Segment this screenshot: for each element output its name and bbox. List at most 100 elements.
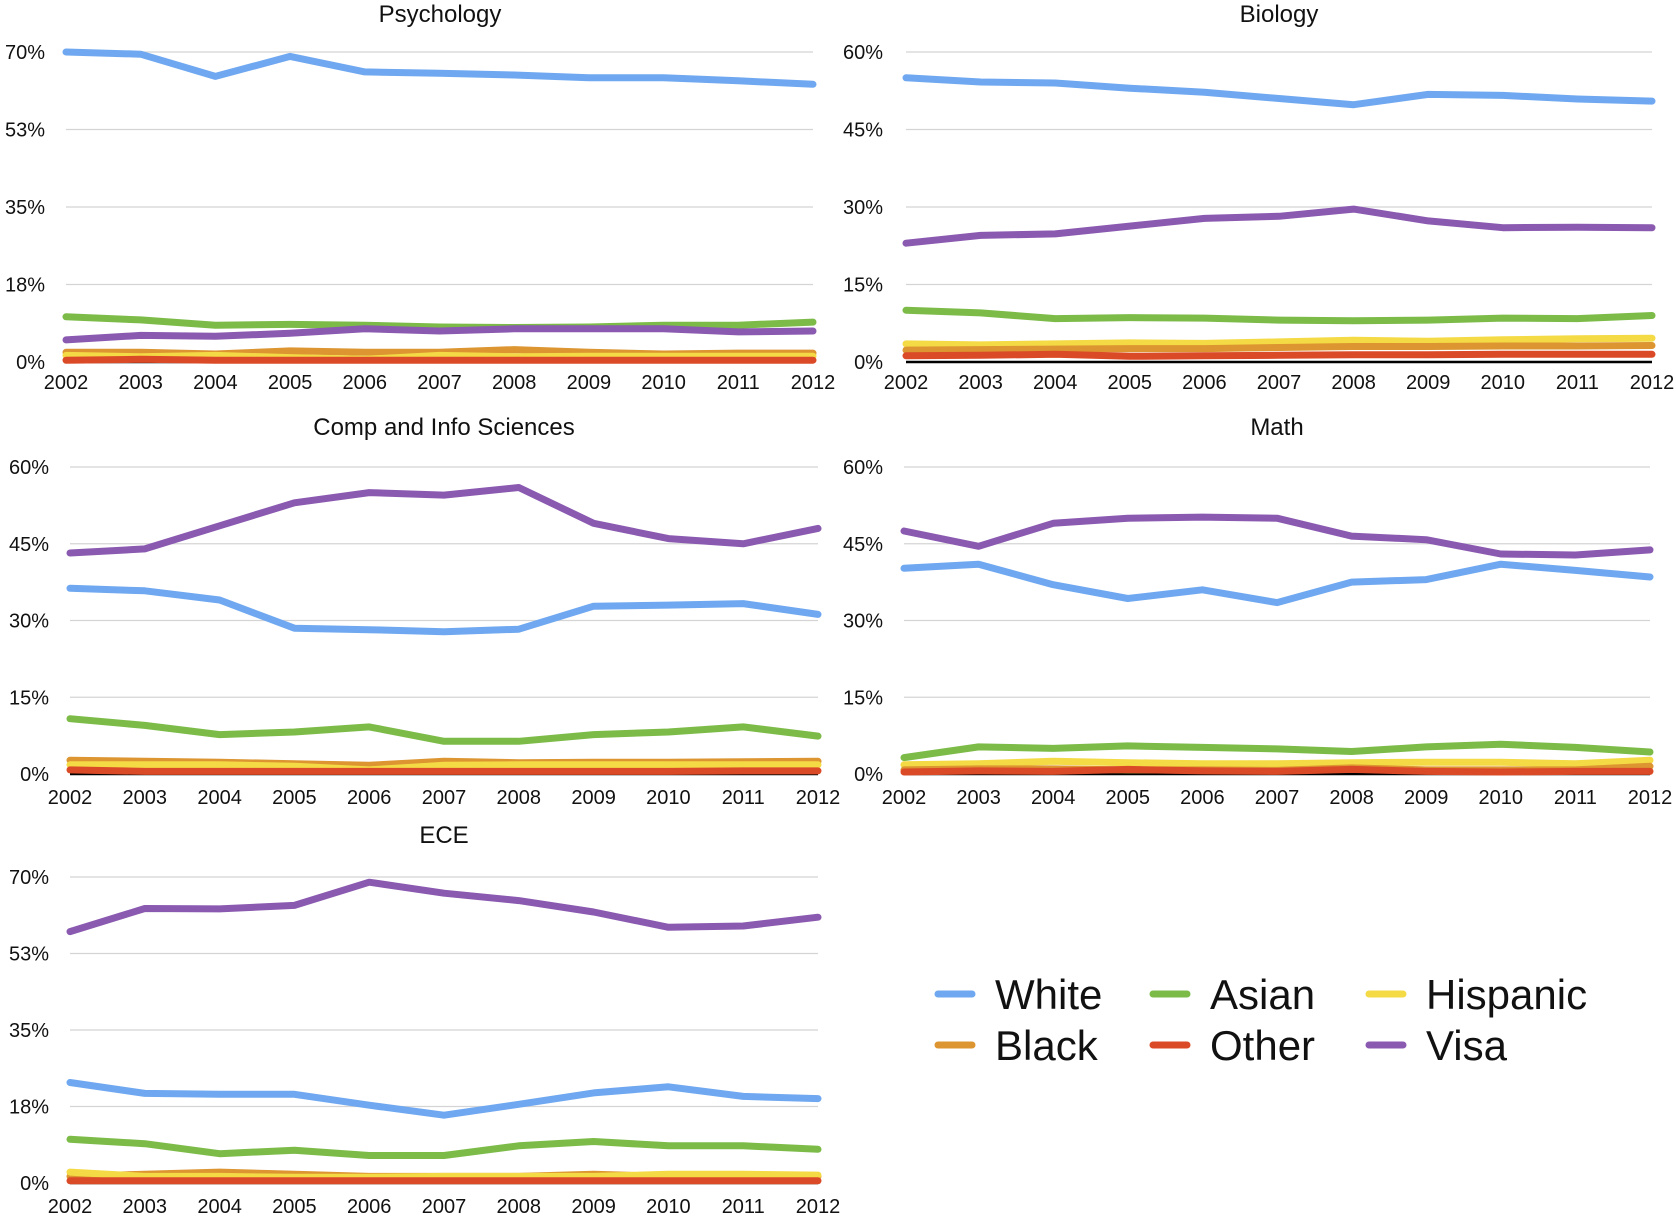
- y-tick-label: 0%: [854, 764, 883, 786]
- series-line-asian: [62, 313, 817, 331]
- series-line-visa: [66, 878, 822, 936]
- series-line-hispanic: [66, 761, 822, 774]
- series-line-hispanic: [62, 351, 817, 363]
- series-line-visa: [62, 325, 817, 344]
- x-tick-label: 2006: [1182, 372, 1227, 394]
- y-tick-label: 18%: [9, 1097, 49, 1119]
- series-line-other: [900, 765, 1654, 776]
- y-tick-label: 18%: [5, 275, 45, 297]
- x-tick-label: 2002: [44, 372, 89, 394]
- x-tick-label: 2007: [1257, 372, 1302, 394]
- legend-label-black: Black: [995, 1022, 1099, 1069]
- y-tick-label: 70%: [9, 867, 49, 889]
- x-tick-label: 2012: [1628, 787, 1673, 809]
- chart-title: ECE: [419, 822, 468, 849]
- x-tick-label: 2002: [884, 372, 929, 394]
- x-tick-label: 2010: [1481, 372, 1526, 394]
- x-tick-label: 2009: [571, 787, 616, 809]
- y-tick-label: 45%: [843, 534, 883, 556]
- x-tick-label: 2004: [1033, 372, 1078, 394]
- chart-panel-3: Math 0% 15% 30% 45% 60% 2002 2003 2004 2005 2006 20…: [843, 414, 1672, 809]
- legend-label-asian: Asian: [1210, 971, 1315, 1018]
- series-line-asian: [66, 715, 822, 745]
- x-tick-label: 2007: [422, 787, 467, 809]
- series-line-hispanic: [66, 1168, 822, 1181]
- y-tick-label: 15%: [843, 275, 883, 297]
- y-tick-label: 53%: [5, 120, 45, 142]
- y-tick-label: 0%: [20, 764, 49, 786]
- chart-panel-1: Biology 0% 15% 30% 45% 60% 2002 2003 2004 2005 200…: [843, 1, 1674, 394]
- x-tick-label: 2009: [1404, 787, 1449, 809]
- legend-label-visa: Visa: [1426, 1022, 1508, 1069]
- x-tick-label: 2008: [1329, 787, 1374, 809]
- x-tick-label: 2003: [123, 787, 168, 809]
- x-tick-label: 2011: [1556, 372, 1599, 394]
- x-tick-label: 2005: [272, 787, 317, 809]
- x-tick-label: 2008: [497, 787, 542, 809]
- series-line-white: [66, 1079, 822, 1119]
- series-line-visa: [902, 205, 1656, 247]
- x-tick-label: 2010: [1479, 787, 1524, 809]
- y-tick-label: 0%: [16, 352, 45, 374]
- y-tick-label: 30%: [843, 197, 883, 219]
- x-tick-label: 2003: [956, 787, 1001, 809]
- x-tick-label: 2005: [1108, 372, 1153, 394]
- series-line-asian: [900, 740, 1654, 762]
- y-tick-label: 60%: [843, 42, 883, 64]
- y-tick-label: 30%: [843, 611, 883, 633]
- x-tick-label: 2003: [123, 1196, 168, 1214]
- y-tick-label: 70%: [5, 42, 45, 64]
- x-tick-label: 2002: [48, 1196, 93, 1214]
- chart-title: Comp and Info Sciences: [313, 414, 574, 441]
- x-tick-label: 2012: [796, 1196, 841, 1214]
- x-tick-label: 2003: [958, 372, 1003, 394]
- x-tick-label: 2002: [882, 787, 927, 809]
- y-tick-label: 0%: [854, 352, 883, 374]
- chart-title: Math: [1250, 414, 1303, 441]
- x-tick-label: 2010: [646, 1196, 691, 1214]
- x-tick-label: 2005: [272, 1196, 317, 1214]
- x-tick-label: 2003: [118, 372, 163, 394]
- x-tick-label: 2002: [48, 787, 93, 809]
- x-tick-label: 2006: [343, 372, 388, 394]
- x-tick-label: 2007: [1255, 787, 1300, 809]
- series-line-white: [62, 48, 817, 88]
- x-tick-label: 2009: [1406, 372, 1451, 394]
- series-line-visa: [900, 513, 1654, 559]
- legend-label-hispanic: Hispanic: [1426, 971, 1587, 1018]
- chart-panel-2: Comp and Info Sciences 0% 15% 30% 45% 60% 2002…: [9, 414, 840, 809]
- chart-title: Psychology: [379, 1, 502, 28]
- y-tick-label: 15%: [9, 687, 49, 709]
- y-tick-label: 30%: [9, 611, 49, 633]
- x-tick-label: 2009: [571, 1196, 616, 1214]
- series-line-white: [66, 584, 822, 636]
- x-tick-label: 2004: [1031, 787, 1076, 809]
- y-tick-label: 0%: [20, 1173, 49, 1195]
- chart-panel-0: Psychology 0% 18% 35% 53% 70% 2002 2003 2004 2005…: [5, 1, 835, 394]
- x-tick-label: 2005: [268, 372, 313, 394]
- y-tick-label: 15%: [843, 687, 883, 709]
- x-tick-label: 2004: [197, 787, 242, 809]
- chart-title: Biology: [1240, 1, 1319, 28]
- x-tick-label: 2006: [1180, 787, 1225, 809]
- y-tick-label: 35%: [5, 197, 45, 219]
- series-line-black: [902, 342, 1656, 354]
- legend: White Asian Hispanic Black Other Visa: [934, 971, 1587, 1069]
- y-tick-label: 45%: [9, 534, 49, 556]
- series-line-white: [902, 74, 1656, 109]
- series-line-other: [902, 350, 1656, 360]
- series-line-other: [66, 766, 822, 775]
- x-tick-label: 2011: [717, 372, 760, 394]
- y-tick-label: 35%: [9, 1020, 49, 1042]
- series-line-hispanic: [902, 334, 1656, 349]
- x-tick-label: 2009: [567, 372, 612, 394]
- legend-label-other: Other: [1210, 1022, 1315, 1069]
- x-tick-label: 2010: [646, 787, 691, 809]
- x-tick-label: 2008: [497, 1196, 542, 1214]
- chart-panel-4: ECE 0% 18% 35% 53% 70% 2002 2003 2004 2005 2006 200…: [9, 822, 841, 1218]
- series-line-other: [62, 355, 817, 364]
- x-tick-label: 2006: [347, 1196, 392, 1214]
- x-tick-label: 2012: [796, 787, 841, 809]
